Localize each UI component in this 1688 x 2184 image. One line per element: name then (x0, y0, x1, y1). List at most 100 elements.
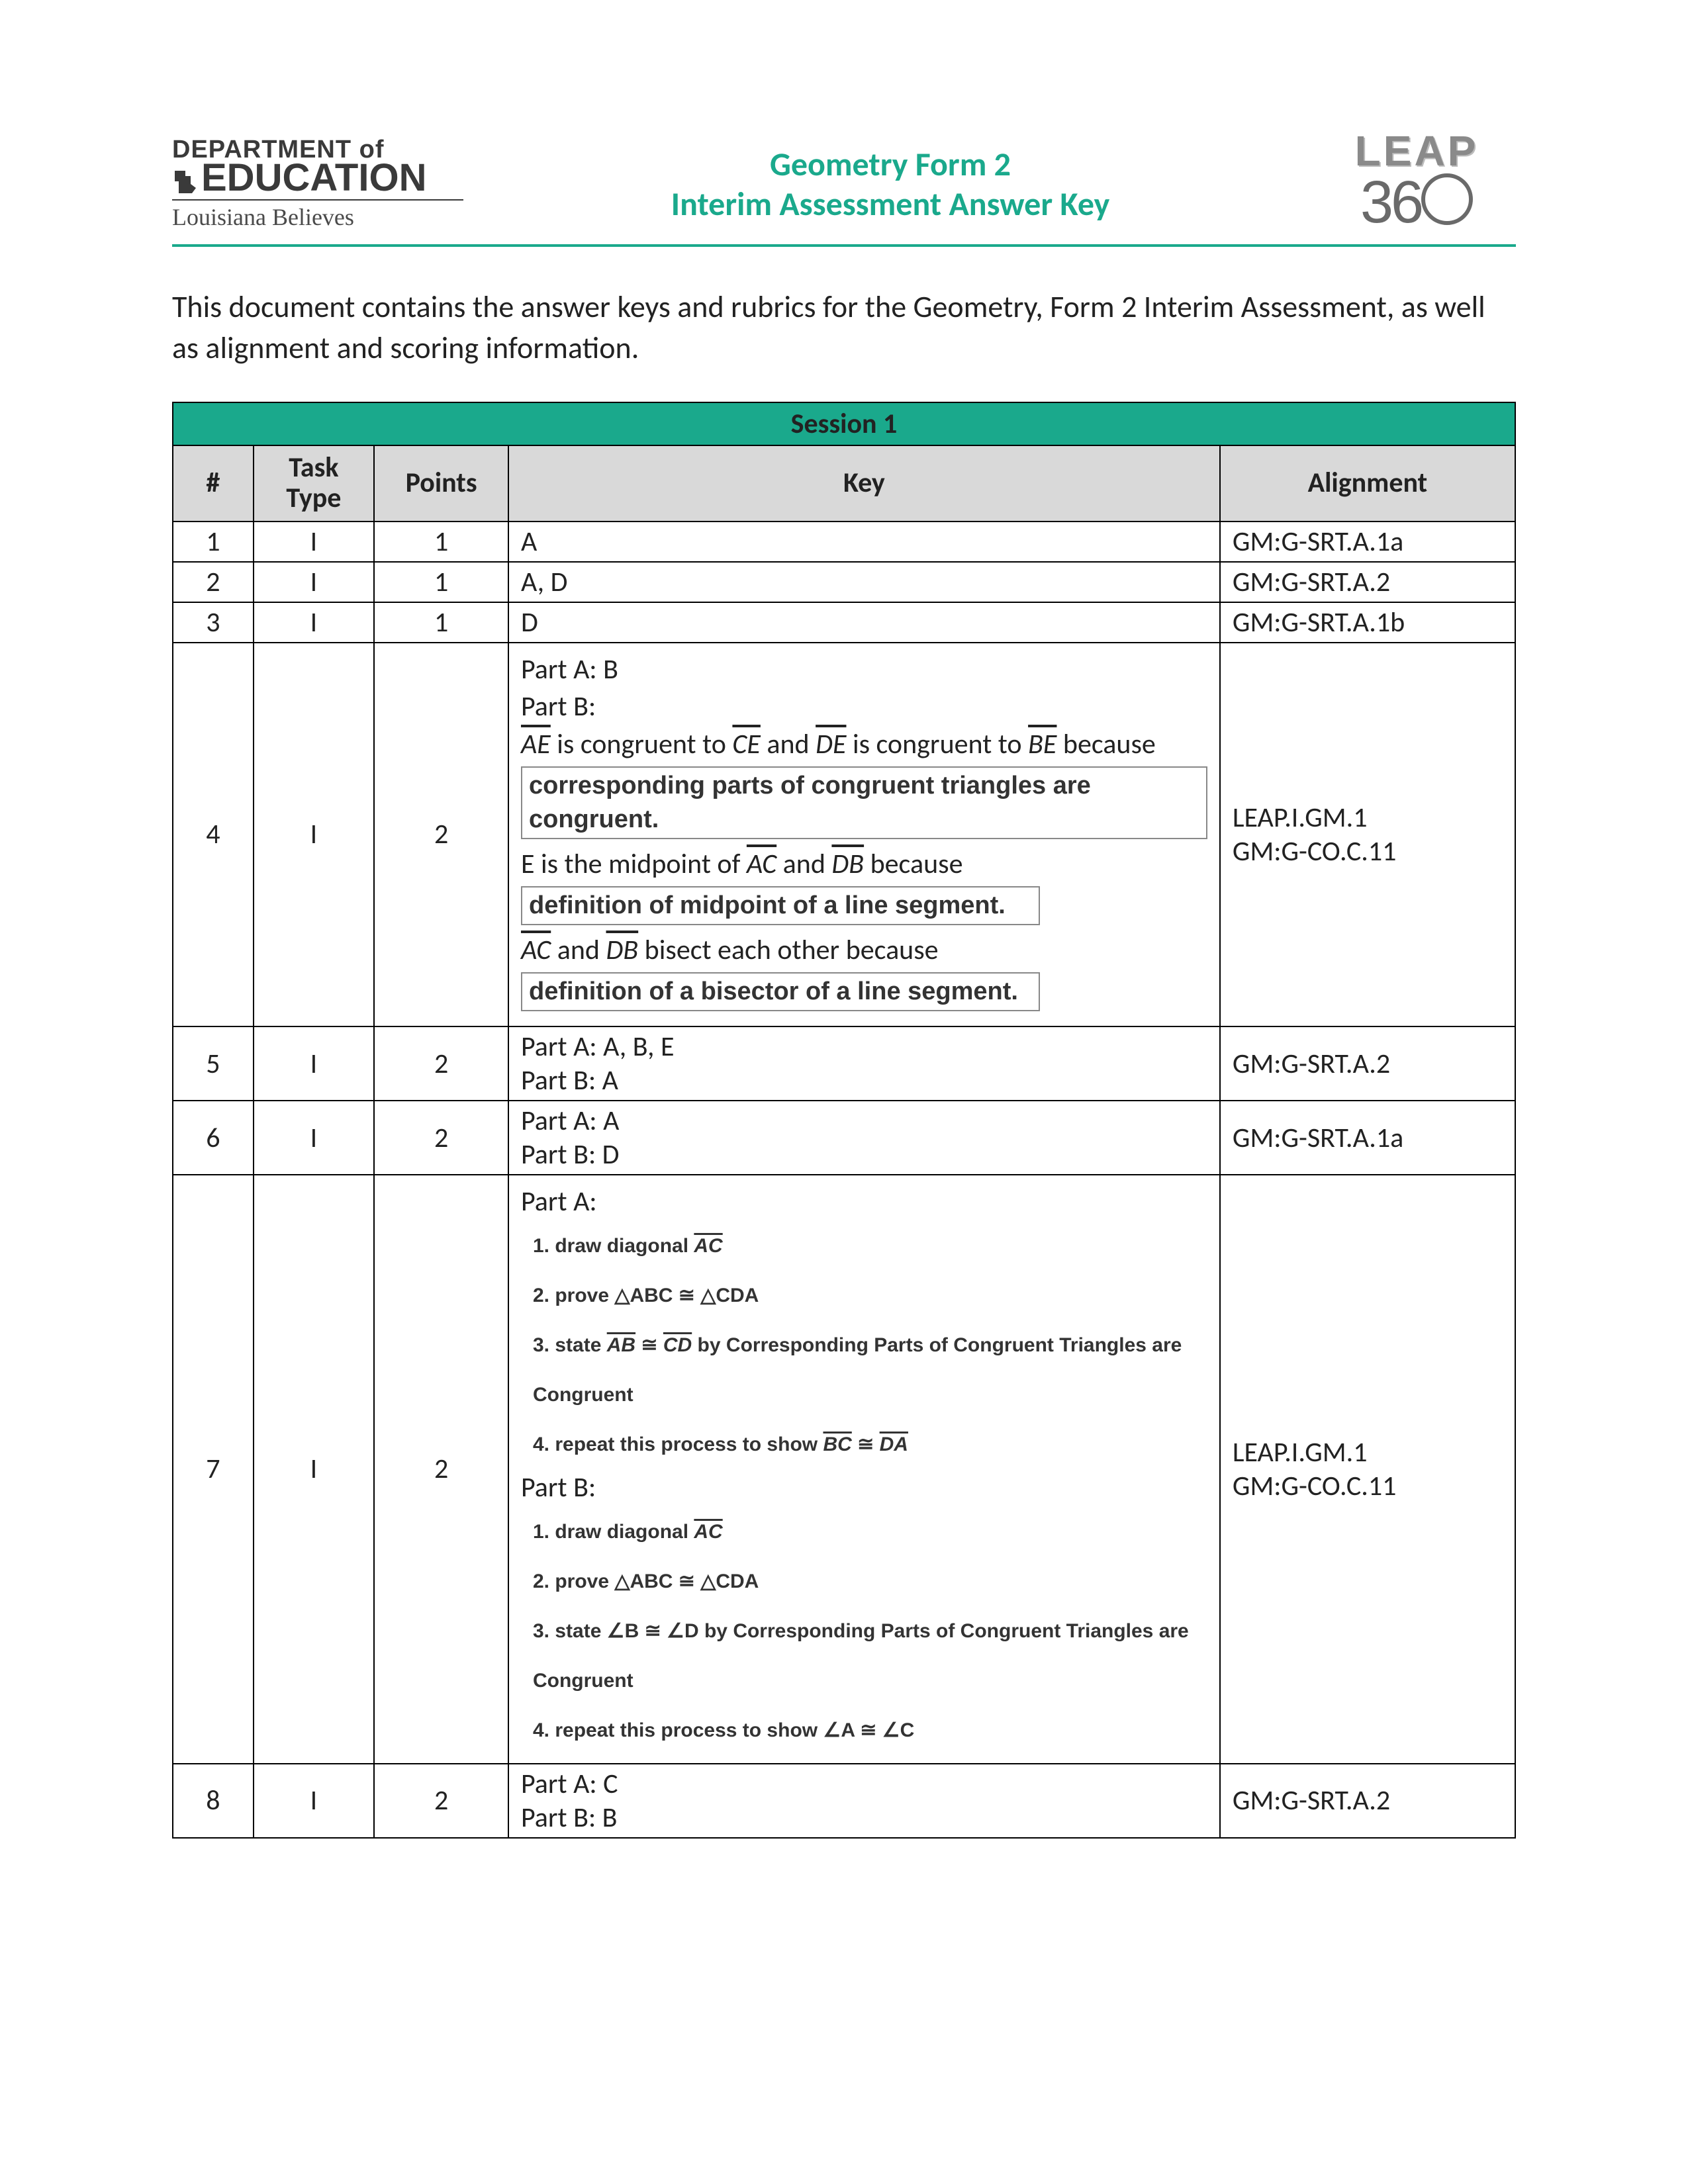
cell-task: I (254, 1764, 375, 1838)
36: 36 (1360, 169, 1421, 236)
cell-num: 7 (173, 1175, 254, 1763)
cell-task: I (254, 1175, 375, 1763)
col-num: # (173, 445, 254, 521)
cell-align: GM:G-SRT.A.1a (1220, 1101, 1515, 1175)
cell-pts: 1 (374, 522, 508, 562)
part-a: Part A: A, B, E (521, 1030, 1207, 1064)
cell-key: Part A: C Part B: B (508, 1764, 1220, 1838)
seg-db: DB (831, 847, 864, 881)
cell-align: GM:G-SRT.A.1b (1220, 602, 1515, 643)
cell-num: 4 (173, 643, 254, 1027)
cell-align: GM:G-SRT.A.2 (1220, 562, 1515, 602)
step: 2. prove △ABC ≅ △CDA (533, 1557, 1207, 1606)
part-a: Part A: B (521, 651, 1207, 689)
part-b: Part B: A (521, 1064, 1207, 1097)
key-block: Part A: 1. draw diagonal AC 2. prove △AB… (521, 1178, 1207, 1760)
dept-logo: DEPARTMENT of EDUCATION Louisiana Believ… (172, 138, 463, 231)
part-a-label: Part A: (521, 1183, 1207, 1221)
education-word: EDUCATION (201, 161, 426, 195)
seg-ac: AC (521, 933, 551, 967)
table-row: 5 I 2 Part A: A, B, E Part B: A GM:G-SRT… (173, 1026, 1515, 1101)
proof-line: E is the midpoint of AC and DB because (521, 846, 1207, 884)
table-row: 4 I 2 Part A: B Part B: AE is congruent … (173, 643, 1515, 1027)
txt: because (864, 847, 962, 881)
cell-align: GM:G-SRT.A.1a (1220, 522, 1515, 562)
cell-key: Part A: B Part B: AE is congruent to CE … (508, 643, 1220, 1027)
txt: 1. draw diagonal (533, 1521, 694, 1543)
cell-pts: 1 (374, 562, 508, 602)
txt: E is the midpoint of (521, 847, 747, 881)
cell-num: 5 (173, 1026, 254, 1101)
cell-task: I (254, 1101, 375, 1175)
txt: and (761, 727, 816, 761)
cell-pts: 2 (374, 643, 508, 1027)
txt: and (776, 847, 831, 881)
seg-be: BE (1028, 727, 1056, 761)
cell-align: LEAP.I.GM.1 GM:G-CO.C.11 (1220, 1175, 1515, 1763)
cell-pts: 2 (374, 1175, 508, 1763)
col-align: Alignment (1220, 445, 1515, 521)
cell-task: I (254, 1026, 375, 1101)
cell-key: A (508, 522, 1220, 562)
cell-task: I (254, 602, 375, 643)
seg-db: DB (606, 933, 639, 967)
seg-cd: CD (663, 1334, 692, 1356)
seg-ac: AC (694, 1521, 722, 1543)
txt: because (1056, 727, 1155, 761)
cell-key: Part A: A Part B: D (508, 1101, 1220, 1175)
txt: bisect each other because (638, 933, 938, 967)
doc-title: Geometry Form 2 Interim Assessment Answe… (463, 145, 1317, 231)
cell-align: GM:G-SRT.A.2 (1220, 1764, 1515, 1838)
seg-ae: AE (521, 727, 551, 761)
align-code: LEAP.I.GM.1 (1233, 1435, 1503, 1469)
dept-main-text: EDUCATION (172, 161, 463, 195)
align-code: GM:G-CO.C.11 (1233, 1469, 1503, 1503)
page-header: DEPARTMENT of EDUCATION Louisiana Believ… (172, 132, 1516, 247)
align-code: LEAP.I.GM.1 (1233, 801, 1503, 835)
part-a: Part A: C (521, 1767, 1207, 1801)
cell-task: I (254, 522, 375, 562)
table-row: 8 I 2 Part A: C Part B: B GM:G-SRT.A.2 (173, 1764, 1515, 1838)
part-b: Part B: B (521, 1801, 1207, 1835)
cell-num: 3 (173, 602, 254, 643)
cell-pts: 2 (374, 1101, 508, 1175)
session-label: Session 1 (173, 402, 1515, 445)
txt: 3. state (533, 1334, 607, 1356)
answer-box: definition of midpoint of a line segment… (521, 886, 1040, 925)
step: 3. state ∠B ≅ ∠D by Corresponding Parts … (533, 1606, 1207, 1706)
cell-num: 1 (173, 522, 254, 562)
title-line-2: Interim Assessment Answer Key (463, 185, 1317, 224)
step: 4. repeat this process to show ∠A ≅ ∠C (533, 1706, 1207, 1755)
seg-ab: AB (607, 1334, 635, 1356)
txt: and (551, 933, 606, 967)
column-header-row: # Task Type Points Key Alignment (173, 445, 1515, 521)
proof-line: AE is congruent to CE and DE is congruen… (521, 726, 1207, 764)
step: 4. repeat this process to show BC ≅ DA (533, 1420, 1207, 1469)
cell-align: LEAP.I.GM.1 GM:G-CO.C.11 (1220, 643, 1515, 1027)
part-b-label: Part B: (521, 688, 1207, 726)
table-row: 7 I 2 Part A: 1. draw diagonal AC 2. pro… (173, 1175, 1515, 1763)
answer-key-table: Session 1 # Task Type Points Key Alignme… (172, 402, 1516, 1838)
proof-line: AC and DB bisect each other because (521, 932, 1207, 970)
seg-ac: AC (694, 1235, 722, 1257)
step: 3. state AB ≅ CD by Corresponding Parts … (533, 1320, 1207, 1420)
zero-arrow-icon (1421, 173, 1473, 225)
leap-text: LEAP (1317, 132, 1516, 171)
txt: 4. repeat this process to show (533, 1433, 823, 1455)
cell-align: GM:G-SRT.A.2 (1220, 1026, 1515, 1101)
360-text: 36 (1317, 171, 1516, 232)
step: 1. draw diagonal AC (533, 1221, 1207, 1271)
seg-bc: BC (823, 1433, 851, 1455)
col-key: Key (508, 445, 1220, 521)
table-row: 3 I 1 D GM:G-SRT.A.1b (173, 602, 1515, 643)
steps-list: 1. draw diagonal AC 2. prove △ABC ≅ △CDA… (521, 1507, 1207, 1755)
col-points: Points (374, 445, 508, 521)
cell-pts: 2 (374, 1764, 508, 1838)
txt: is congruent to (551, 727, 733, 761)
cell-key: Part A: A, B, E Part B: A (508, 1026, 1220, 1101)
table-row: 1 I 1 A GM:G-SRT.A.1a (173, 522, 1515, 562)
txt: is congruent to (846, 727, 1028, 761)
table-row: 2 I 1 A, D GM:G-SRT.A.2 (173, 562, 1515, 602)
part-a: Part A: A (521, 1104, 1207, 1138)
part-b: Part B: D (521, 1138, 1207, 1171)
